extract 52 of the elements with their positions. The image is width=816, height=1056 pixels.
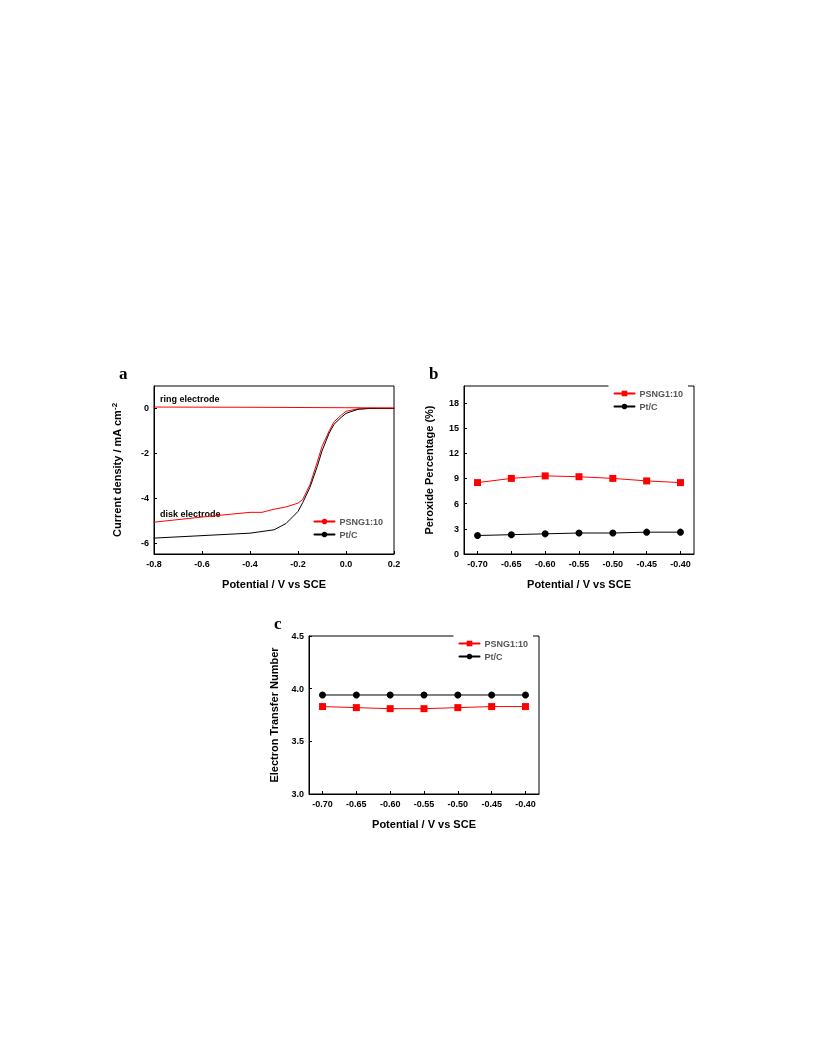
annotation: ring electrode <box>160 393 220 404</box>
x-tick-label: -0.2 <box>290 558 306 569</box>
chart-title: a <box>119 364 128 383</box>
chart-title: b <box>429 364 439 383</box>
x-tick-label: -0.70 <box>467 558 488 569</box>
y-axis-title: Electron Transfer Number <box>267 646 280 783</box>
x-tick-label: -0.65 <box>501 558 522 569</box>
x-tick-label: -0.55 <box>413 798 435 809</box>
y-tick-label: -2 <box>140 448 149 459</box>
y-tick-label: -6 <box>140 537 149 548</box>
y-tick-label: 4.5 <box>291 631 304 641</box>
x-tick-label: -0.65 <box>346 798 367 809</box>
y-tick-label: 0 <box>143 403 149 414</box>
legend-label: PSNG1:10 <box>339 516 384 527</box>
y-tick-label: 0 <box>453 549 459 559</box>
x-tick-label: -0.45 <box>636 558 657 569</box>
x-tick-label: -0.40 <box>670 558 691 569</box>
x-axis-title: Potential / V vs SCE <box>222 577 326 590</box>
y-axis-title: Current density / mA cm-2 <box>109 402 123 537</box>
x-axis-title: Potential / V vs SCE <box>372 817 476 830</box>
y-tick-label: 3.0 <box>291 789 304 799</box>
y-tick-label: -4 <box>140 493 149 503</box>
x-tick-label: -0.4 <box>242 558 258 569</box>
y-tick-label: 3 <box>453 523 459 534</box>
x-tick-label: -0.40 <box>515 798 536 809</box>
y-axis-title: Peroxide Percentage (%) <box>422 405 435 535</box>
x-tick-label: 0.0 <box>339 558 353 569</box>
x-tick-label: -0.45 <box>481 798 502 809</box>
x-tick-label: 0.2 <box>387 558 401 569</box>
legend-label: Pt/C <box>639 401 658 412</box>
x-axis-title: Potential / V vs SCE <box>527 577 631 590</box>
x-tick-label: -0.8 <box>146 558 162 569</box>
legend-label: PSNG1:10 <box>484 638 529 649</box>
x-tick-label: -0.6 <box>194 558 210 569</box>
y-tick-label: 18 <box>448 397 459 408</box>
x-tick-label: -0.50 <box>447 798 469 809</box>
x-tick-label: -0.50 <box>602 558 624 569</box>
y-tick-label: 4.0 <box>291 683 304 694</box>
x-tick-label: -0.60 <box>379 798 401 809</box>
legend-label: PSNG1:10 <box>639 388 684 399</box>
legend-label: Pt/C <box>339 529 358 540</box>
y-tick-label: 6 <box>453 498 459 509</box>
y-tick-label: 15 <box>448 423 459 433</box>
annotation: disk electrode <box>160 508 221 519</box>
x-tick-label: -0.60 <box>534 558 556 569</box>
chart-title: c <box>274 614 282 633</box>
y-tick-label: 3.5 <box>291 736 304 747</box>
legend-label: Pt/C <box>484 651 503 662</box>
x-tick-label: -0.55 <box>568 558 590 569</box>
x-tick-label: -0.70 <box>312 798 333 809</box>
y-tick-label: 9 <box>453 473 459 484</box>
y-tick-label: 12 <box>448 448 459 459</box>
